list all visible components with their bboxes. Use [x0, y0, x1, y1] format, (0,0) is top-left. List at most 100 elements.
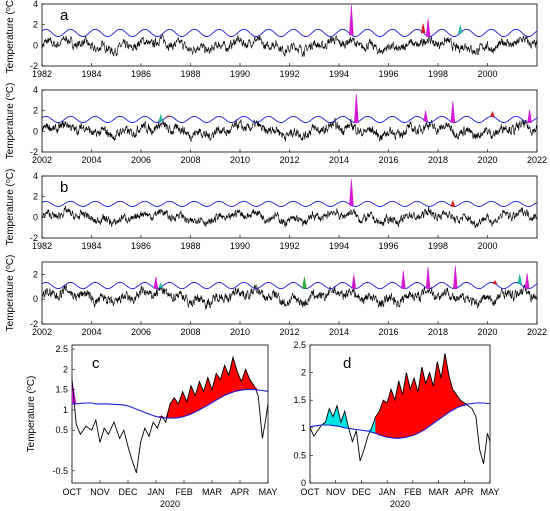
- y-tick-label: 0.5: [55, 425, 68, 435]
- heatwave-fill: [178, 391, 183, 418]
- x-tick-label: JAN: [379, 487, 396, 497]
- y-tick-label: -2: [30, 147, 38, 157]
- y-tick-label: 4: [33, 85, 38, 95]
- heatwave-event: [354, 94, 359, 123]
- x-tick-label: 2006: [131, 327, 151, 337]
- y-tick-label: 2: [33, 20, 38, 30]
- x-tick-label: 1994: [329, 241, 349, 251]
- x-tick-label: 2018: [428, 327, 448, 337]
- threshold-line: [41, 200, 538, 207]
- y-label-text: Temperature (: [5, 10, 16, 73]
- x-tick-label: 2000: [477, 69, 497, 79]
- temperature-line: [71, 355, 269, 474]
- threshold-line: [41, 28, 538, 37]
- x-tick-label: 2012: [279, 155, 299, 165]
- y-label-end: C): [26, 376, 37, 387]
- y-tick-label: 0: [33, 126, 38, 136]
- x-tick-label: 1990: [230, 241, 250, 251]
- y-tick-label: 2: [33, 269, 38, 279]
- temperature-line: [41, 205, 538, 229]
- heatwave-fill: [182, 391, 187, 418]
- x-tick-label: 1992: [279, 241, 299, 251]
- x-tick-label: OCT: [63, 487, 83, 497]
- x-tick-label: 1986: [131, 69, 151, 79]
- panel-label: a: [60, 7, 69, 24]
- y-tick-label: 4: [33, 0, 38, 9]
- heatwave-event: [425, 18, 431, 37]
- heatwave-event: [450, 101, 456, 123]
- panel-label: d: [343, 355, 351, 372]
- x-tick-label: DEC: [352, 487, 372, 497]
- y-label-sup: o: [5, 7, 12, 11]
- x-tick-label: 1998: [428, 69, 448, 79]
- heatwave-event: [351, 274, 357, 289]
- x-tick-label: FEB: [175, 487, 193, 497]
- x-tick-label: 2016: [378, 327, 398, 337]
- y-tick-label: 0: [33, 294, 38, 304]
- y-label-text: Temperature (: [5, 182, 16, 245]
- heatwave-event: [450, 199, 456, 207]
- y-tick-label: 1: [63, 405, 68, 415]
- temperature-line: [41, 117, 538, 142]
- x-tick-label: 2018: [428, 155, 448, 165]
- x-tick-label: 2022: [527, 327, 547, 337]
- plot-frame: [71, 344, 269, 484]
- y-axis-label: Temperature (oC): [5, 0, 16, 73]
- y-tick-label: 0.5: [293, 450, 306, 460]
- panel-b-1982-2002: 1982 1984 1986 1988 1990 1992 1994 1996 1998 2000…: [5, 169, 538, 251]
- x-tick-label: 2014: [329, 155, 349, 165]
- panel-a-2002-2022: 2002 2004 2006 2008 2010 2012 2014 2016 2018 2020…: [5, 83, 547, 165]
- heatwave-event: [401, 270, 406, 289]
- x-tick-label: 2014: [329, 327, 349, 337]
- threshold-line: [41, 115, 538, 123]
- heatwave-event: [527, 109, 532, 123]
- y-label-end: C): [5, 0, 16, 7]
- heatwave-fill: [329, 408, 334, 426]
- x-tick-label: 2008: [180, 155, 200, 165]
- y-tick-label: 0: [33, 40, 38, 50]
- y-tick-label: 4: [33, 171, 38, 181]
- x-tick-label: OCT: [301, 487, 321, 497]
- y-label-end: C): [5, 169, 16, 180]
- heatwave-fill: [207, 377, 213, 406]
- heatwave-event: [490, 110, 495, 117]
- x-tick-label: NOV: [326, 487, 346, 497]
- heatwave-event: [492, 280, 498, 284]
- heatwave-fill: [203, 377, 208, 408]
- x-tick-label: 2008: [180, 327, 200, 337]
- y-tick-label: 1.5: [55, 385, 68, 395]
- y-tick-label: -0.5: [52, 466, 68, 476]
- temperature-line: [309, 353, 491, 464]
- x-tick-label: APR: [455, 487, 474, 497]
- threshold-line: [41, 282, 538, 290]
- y-label-text: Temperature (: [26, 389, 37, 452]
- panel-a-1982-2002: 1982 1984 1986 1988 1990 1992 1994 1996 1998 2000…: [5, 0, 538, 79]
- y-label-sup: o: [5, 265, 12, 269]
- plot-frame: [309, 344, 491, 484]
- y-tick-label: 1.5: [293, 395, 306, 405]
- panel-label: b: [60, 179, 68, 196]
- x-tick-label: 1982: [32, 69, 52, 79]
- x-tick-label: 2002: [32, 155, 52, 165]
- heatwave-event: [517, 274, 523, 284]
- y-tick-label: 2: [33, 106, 38, 116]
- x-tick-label: 1988: [180, 241, 200, 251]
- heatwave-fill: [383, 399, 388, 438]
- y-axis-label: Temperature (oC): [26, 376, 37, 453]
- y-label-end: C): [5, 83, 16, 94]
- y-tick-label: -2: [30, 61, 38, 71]
- x-tick-label: MAY: [481, 487, 500, 497]
- x-tick-label: 2004: [81, 327, 101, 337]
- y-label-sup: o: [5, 93, 12, 97]
- x-tick-label: 1992: [279, 69, 299, 79]
- y-axis-label: Temperature (oC): [5, 83, 16, 160]
- x-tick-label: MAR: [429, 487, 450, 497]
- heatwave-fill: [216, 372, 221, 401]
- x-tick-label: JAN: [147, 487, 164, 497]
- x-tick-label: 1984: [81, 69, 101, 79]
- x-tick-label: 1990: [230, 69, 250, 79]
- plot-frame: [41, 261, 538, 325]
- x-tick-label: 2004: [81, 155, 101, 165]
- heatwave-fill: [433, 361, 438, 424]
- heatwave-event: [158, 113, 164, 122]
